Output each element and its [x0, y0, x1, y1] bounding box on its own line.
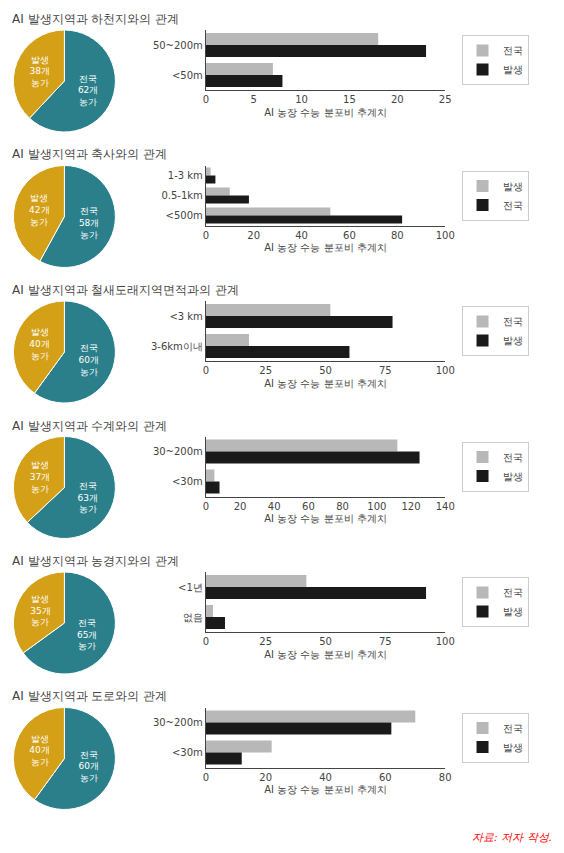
- svg-text:AI 농장 수능 분포비 추계치: AI 농장 수능 분포비 추계치: [264, 107, 387, 118]
- svg-text:0: 0: [203, 501, 209, 512]
- svg-text:<500m: <500m: [166, 210, 203, 221]
- svg-text:30~200m: 30~200m: [153, 717, 203, 728]
- svg-text:발생42개농가: 발생42개농가: [29, 193, 49, 226]
- svg-text:60: 60: [302, 501, 315, 512]
- svg-text:10: 10: [295, 94, 308, 105]
- svg-text:전국58개농가: 전국58개농가: [79, 206, 99, 239]
- svg-text:발생40개농가: 발생40개농가: [29, 734, 49, 767]
- svg-text:0: 0: [203, 94, 209, 105]
- svg-text:없음: 없음: [183, 612, 203, 623]
- svg-text:0: 0: [203, 636, 209, 647]
- svg-text:발생: 발생: [503, 181, 523, 192]
- svg-text:전국63개농가: 전국63개농가: [78, 481, 98, 514]
- svg-text:40: 40: [268, 501, 281, 512]
- svg-text:전국: 전국: [503, 452, 523, 463]
- svg-text:100: 100: [436, 365, 455, 376]
- svg-text:<30m: <30m: [172, 747, 203, 758]
- svg-text:50: 50: [319, 365, 332, 376]
- svg-text:15: 15: [343, 94, 356, 105]
- svg-text:<1년: <1년: [178, 582, 203, 593]
- svg-text:발생38개농가: 발생38개농가: [30, 55, 50, 88]
- svg-text:발생35개농가: 발생35개농가: [30, 594, 50, 627]
- svg-text:50~200m: 50~200m: [153, 40, 203, 51]
- svg-text:AI 발생지역과 농경지와의 관계: AI 발생지역과 농경지와의 관계: [12, 554, 179, 568]
- svg-text:AI 농장 수능 분포비 추계치: AI 농장 수능 분포비 추계치: [264, 649, 387, 660]
- svg-text:80: 80: [439, 772, 452, 783]
- svg-text:전국: 전국: [503, 45, 523, 56]
- svg-text:전국60개농가: 전국60개농가: [78, 343, 98, 376]
- svg-text:AI 농장 수능 분포비 추계치: AI 농장 수능 분포비 추계치: [264, 242, 387, 253]
- svg-text:전국: 전국: [503, 587, 523, 598]
- svg-text:<3 km: <3 km: [169, 311, 202, 322]
- svg-text:50: 50: [319, 636, 332, 647]
- svg-text:<30m: <30m: [172, 476, 203, 487]
- svg-text:20: 20: [391, 94, 404, 105]
- svg-text:20: 20: [247, 230, 260, 241]
- svg-text:전국: 전국: [503, 316, 523, 327]
- svg-text:AI 농장 수능 분포비 추계치: AI 농장 수능 분포비 추계치: [264, 378, 387, 389]
- svg-text:발생: 발생: [503, 335, 523, 346]
- svg-text:AI 발생지역과 수계와의 관계: AI 발생지역과 수계와의 관계: [12, 419, 167, 433]
- svg-text:25: 25: [259, 636, 272, 647]
- svg-text:75: 75: [379, 636, 392, 647]
- svg-text:AI 발생지역과 축사와의 관계: AI 발생지역과 축사와의 관계: [12, 147, 167, 161]
- svg-text:발생: 발생: [503, 606, 523, 617]
- svg-text:AI 발생지역과 도로와의 관계: AI 발생지역과 도로와의 관계: [12, 689, 167, 703]
- svg-text:<50m: <50m: [172, 70, 203, 81]
- svg-text:0: 0: [203, 230, 209, 241]
- svg-text:30~200m: 30~200m: [153, 446, 203, 457]
- svg-text:AI 발생지역과 철새도래지역면적과의 관계: AI 발생지역과 철새도래지역면적과의 관계: [12, 283, 239, 297]
- svg-text:120: 120: [401, 501, 420, 512]
- svg-text:AI 발생지역과 하천지와의 관계: AI 발생지역과 하천지와의 관계: [12, 12, 179, 26]
- svg-text:40: 40: [319, 772, 332, 783]
- svg-text:80: 80: [391, 230, 404, 241]
- svg-text:25: 25: [439, 94, 452, 105]
- svg-text:0: 0: [203, 365, 209, 376]
- svg-text:전국60개농가: 전국60개농가: [78, 750, 98, 783]
- svg-text:140: 140: [436, 501, 455, 512]
- svg-text:발생40개농가: 발생40개농가: [29, 327, 49, 360]
- svg-text:3-6km이내: 3-6km이내: [151, 341, 203, 352]
- svg-text:75: 75: [379, 365, 392, 376]
- svg-text:20: 20: [259, 772, 272, 783]
- svg-text:80: 80: [336, 501, 349, 512]
- svg-text:5: 5: [251, 94, 257, 105]
- svg-text:60: 60: [343, 230, 356, 241]
- svg-text:전국62개농가: 전국62개농가: [78, 74, 98, 107]
- svg-text:전국: 전국: [503, 723, 523, 734]
- svg-text:100: 100: [436, 636, 455, 647]
- svg-text:20: 20: [234, 501, 247, 512]
- svg-text:발생: 발생: [503, 471, 523, 482]
- svg-text:발생: 발생: [503, 64, 523, 75]
- svg-text:전국: 전국: [503, 200, 523, 211]
- svg-text:0.5-1km: 0.5-1km: [161, 190, 202, 201]
- svg-text:60: 60: [379, 772, 392, 783]
- svg-text:전국65개농가: 전국65개농가: [77, 618, 97, 651]
- svg-text:25: 25: [259, 365, 272, 376]
- svg-text:100: 100: [367, 501, 386, 512]
- svg-text:발생: 발생: [503, 742, 523, 753]
- svg-text:100: 100: [436, 230, 455, 241]
- svg-text:발생37개농가: 발생37개농가: [30, 460, 50, 493]
- svg-text:AI 농장 수능 분포비 추계치: AI 농장 수능 분포비 추계치: [264, 513, 387, 524]
- svg-text:40: 40: [295, 230, 308, 241]
- svg-text:1-3 km: 1-3 km: [168, 170, 203, 181]
- svg-text:자료: 저자 작성.: 자료: 저자 작성.: [472, 831, 552, 844]
- svg-text:AI 농장 수능 분포비 추계치: AI 농장 수능 분포비 추계치: [264, 784, 387, 795]
- svg-text:0: 0: [203, 772, 209, 783]
